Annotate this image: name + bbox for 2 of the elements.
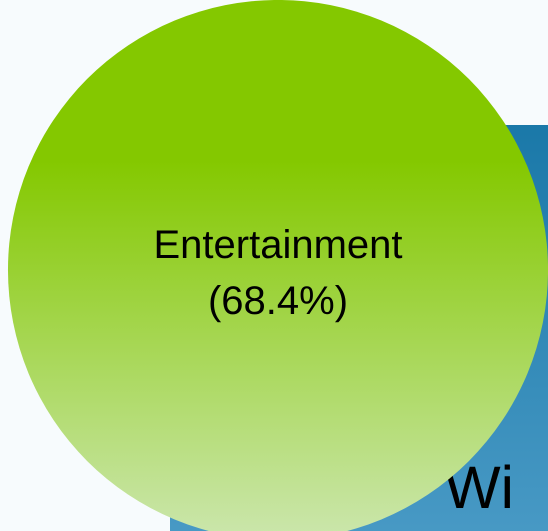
data-label: (68.4%) [208, 279, 348, 323]
category-label: Entertainment [153, 223, 403, 267]
